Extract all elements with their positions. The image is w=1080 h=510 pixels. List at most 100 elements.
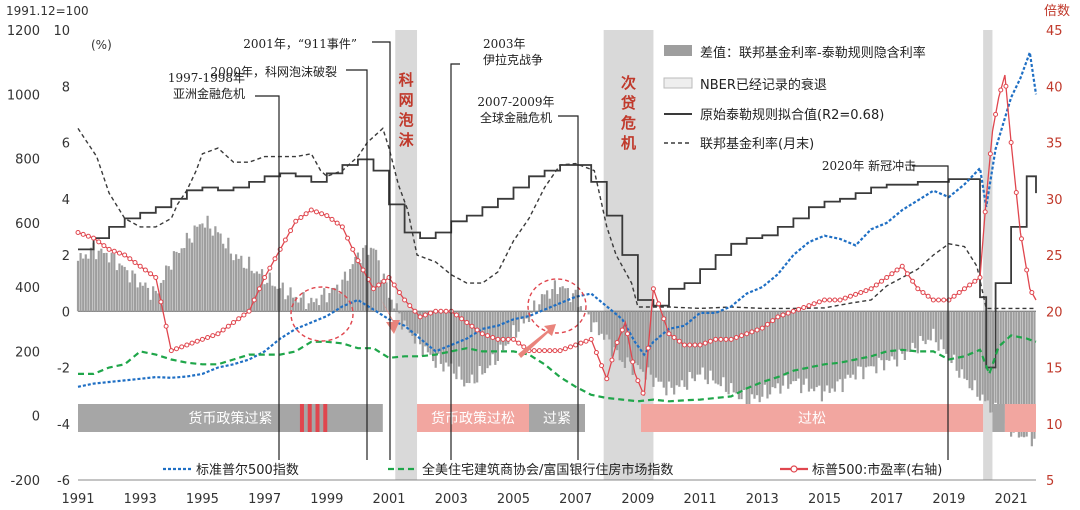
spread-bar [120, 265, 124, 312]
spread-bar [810, 311, 813, 389]
spread-bar [242, 267, 245, 312]
spread-bar [346, 280, 349, 312]
spread-bar [434, 311, 437, 368]
spread-bar [750, 311, 754, 395]
pe-point [272, 256, 278, 262]
pe-point [142, 267, 148, 273]
x-tick-label: 1993 [124, 492, 157, 507]
spread-bar [362, 247, 365, 312]
y-inner-tick-label: 2 [62, 249, 70, 264]
spread-bar [525, 311, 528, 319]
pe-point [531, 348, 537, 354]
pe-point [977, 275, 983, 280]
pe-point [925, 293, 931, 299]
spread-bar [323, 288, 326, 312]
spread-bar [128, 282, 131, 312]
spread-bar [569, 302, 572, 312]
pe-point [697, 342, 703, 348]
pe-point [650, 286, 656, 292]
pe-point [516, 340, 522, 346]
spread-bar [965, 311, 969, 381]
spread-bar [325, 302, 328, 312]
pe-point [282, 237, 288, 243]
pe-point [899, 263, 905, 269]
pe-point [847, 293, 853, 299]
event-leader-line [558, 115, 579, 460]
spread-bar [312, 302, 315, 312]
pe-point [179, 344, 185, 350]
spread-bar [481, 311, 484, 375]
pe-point [148, 271, 154, 277]
pe-point [85, 233, 91, 239]
spread-bar [457, 311, 461, 367]
spread-bar [95, 259, 98, 312]
spread-bar [260, 269, 264, 312]
pe-point [262, 275, 268, 280]
recession-label-char: 次 [621, 74, 636, 92]
bottom-legend-label: 标普500:市盈率(右轴) [812, 462, 942, 478]
pe-point [433, 308, 439, 314]
pe-point [733, 335, 739, 340]
pe-point [438, 308, 444, 314]
spread-bar [468, 311, 471, 384]
spread-bar [76, 260, 80, 312]
spread-bar [455, 311, 458, 380]
spread-bar [737, 311, 741, 400]
spread-bar [172, 251, 176, 312]
pe-point [583, 338, 589, 344]
pe-point [573, 342, 579, 348]
pe-point [453, 312, 459, 318]
spread-bar [888, 311, 891, 361]
pe-point [101, 243, 107, 249]
spread-bar [144, 282, 147, 312]
spread-bar [398, 311, 401, 314]
spread-bar [255, 271, 258, 312]
spread-bar [222, 243, 225, 312]
policy-band-label: 过松 [798, 411, 826, 427]
spread-bar [919, 311, 922, 337]
bottom-legend-label: 全美住宅建筑商协会/富国银行住房市场指数 [422, 462, 673, 478]
right-axis-title: 倍数 [1044, 4, 1070, 19]
spread-bar [730, 311, 733, 384]
pe-point [241, 312, 247, 318]
pe-point [806, 303, 812, 309]
event-leader-line [346, 69, 368, 460]
policy-band [992, 404, 1005, 432]
pe-point [630, 359, 636, 365]
spread-bar [177, 253, 181, 312]
pe-point [567, 344, 573, 350]
spread-bar [984, 311, 987, 402]
pe-point [205, 335, 211, 340]
pe-point [910, 278, 916, 284]
spread-bar [330, 287, 334, 312]
pe-point [324, 213, 330, 219]
pe-point [381, 278, 387, 284]
pe-point [360, 267, 366, 273]
spread-bar [382, 273, 385, 312]
spread-bar [942, 311, 945, 350]
spread-bar [608, 311, 611, 340]
pe-point [199, 336, 205, 342]
pe-point [443, 308, 449, 314]
pe-point [495, 336, 501, 342]
pe-point [827, 297, 833, 303]
spread-bar [286, 295, 290, 312]
spread-bar [100, 248, 103, 312]
spread-bar [89, 247, 93, 312]
spread-bar [997, 311, 1000, 420]
spread-bar [437, 311, 440, 354]
pe-point [246, 308, 252, 314]
spread-bar [496, 311, 500, 361]
spread-bar [644, 311, 647, 380]
spread-bar [696, 311, 699, 375]
spread-bar [367, 254, 370, 312]
pe-point [407, 303, 413, 309]
spread-bar [890, 311, 893, 357]
spread-bar [768, 311, 772, 395]
pe-point [267, 265, 273, 271]
spread-bar [929, 311, 932, 341]
spread-bar [776, 311, 779, 384]
legend-label: 联邦基金利率(月末) [700, 136, 814, 152]
pe-point [189, 340, 195, 346]
y-right-tick-label: 30 [1046, 193, 1063, 208]
